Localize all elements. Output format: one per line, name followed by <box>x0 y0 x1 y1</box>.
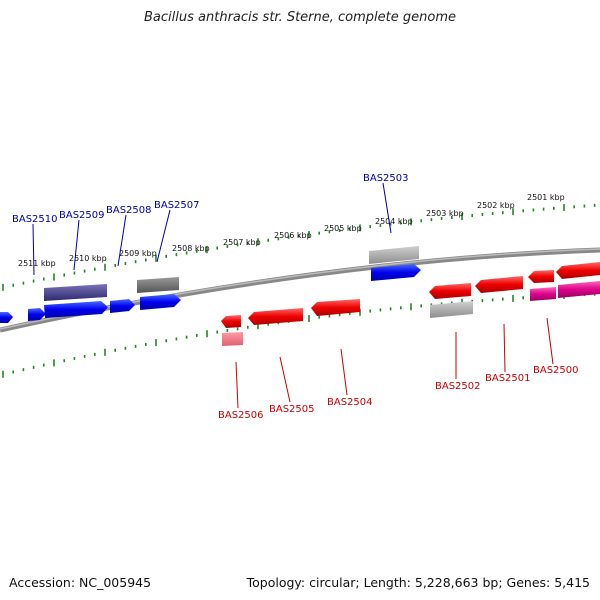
gene-arrow[interactable] <box>429 283 471 299</box>
gene-label-bas2502[interactable]: BAS2502 <box>435 381 481 392</box>
gene-arrow[interactable] <box>556 262 600 279</box>
gene-label-bas2501[interactable]: BAS2501 <box>485 373 531 384</box>
upper-leader-lines <box>32 182 392 276</box>
gene-label-bas2500[interactable]: BAS2500 <box>533 365 579 376</box>
gene-label-bas2506[interactable]: BAS2506 <box>218 410 264 421</box>
genome-summary-text: Topology: circular; Length: 5,228,663 bp… <box>246 575 590 590</box>
upper-genes <box>0 246 421 323</box>
gene-arrow[interactable] <box>528 270 554 283</box>
gene-block[interactable] <box>222 332 243 346</box>
gene-label-bas2507[interactable]: BAS2507 <box>154 200 200 211</box>
gene-arrow[interactable] <box>28 308 46 321</box>
gene-arrow[interactable] <box>248 308 303 325</box>
scale-label: 2503 kbp <box>426 209 464 218</box>
gene-label-bas2509[interactable]: BAS2509 <box>59 210 105 221</box>
gene-block[interactable] <box>137 277 179 293</box>
scale-label: 2502 kbp <box>477 201 515 210</box>
scale-label: 2510 kbp <box>69 254 107 263</box>
gene-arrow[interactable] <box>475 276 523 293</box>
gene-label-bas2503[interactable]: BAS2503 <box>363 173 409 184</box>
scale-label: 2511 kbp <box>18 259 56 268</box>
gene-block[interactable] <box>44 284 107 301</box>
scale-label: 2508 kbp <box>172 244 210 253</box>
map-title: Bacillus anthracis str. Sterne, complete… <box>144 10 456 25</box>
gene-arrow[interactable] <box>44 301 108 318</box>
scale-label: 2509 kbp <box>119 249 157 258</box>
gene-label-bas2504[interactable]: BAS2504 <box>327 397 373 408</box>
gene-label-bas2510[interactable]: BAS2510 <box>12 214 58 225</box>
gene-arrow[interactable] <box>140 294 181 310</box>
gene-arrow[interactable] <box>110 299 135 313</box>
scale-label: 2504 kbp <box>375 217 413 226</box>
gene-block[interactable] <box>530 287 556 301</box>
gene-block[interactable] <box>430 301 473 318</box>
gene-arrow[interactable] <box>311 299 360 316</box>
lower-genes <box>221 262 600 346</box>
upper-scale-ticks <box>2 203 596 291</box>
accession-text: Accession: NC_005945 <box>9 575 152 590</box>
gene-label-bas2505[interactable]: BAS2505 <box>269 404 315 415</box>
gene-block[interactable] <box>558 281 600 298</box>
gene-arrow[interactable] <box>221 315 241 328</box>
gene-block[interactable] <box>369 246 419 264</box>
gene-label-bas2508[interactable]: BAS2508 <box>106 205 152 216</box>
lower-leader-lines <box>235 317 554 409</box>
gene-arrow[interactable] <box>371 264 421 281</box>
scale-label: 2506 kbp <box>274 231 312 240</box>
scale-label: 2505 kbp <box>324 224 362 233</box>
scale-label: 2507 kbp <box>223 238 261 247</box>
scale-label: 2501 kbp <box>527 193 565 202</box>
gene-arrow[interactable] <box>0 312 13 323</box>
